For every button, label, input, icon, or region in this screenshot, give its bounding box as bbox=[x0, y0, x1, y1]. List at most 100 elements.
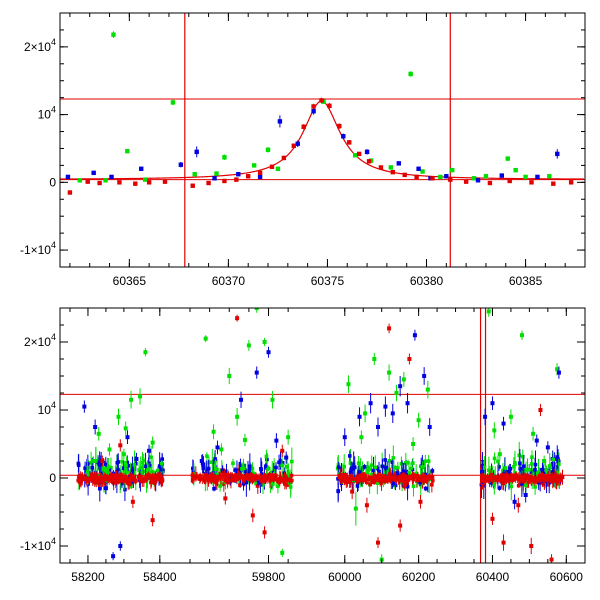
data-point bbox=[398, 523, 403, 528]
data-point bbox=[170, 100, 176, 105]
data-point bbox=[351, 477, 356, 481]
data-point bbox=[492, 456, 497, 461]
data-point bbox=[106, 465, 111, 469]
data-point bbox=[238, 483, 242, 488]
data-point bbox=[483, 414, 488, 419]
data-point bbox=[289, 473, 294, 478]
data-point bbox=[372, 357, 377, 361]
data-point bbox=[242, 437, 247, 442]
data-point bbox=[350, 489, 355, 494]
data-point bbox=[533, 485, 537, 489]
data-point bbox=[399, 461, 404, 466]
data-point bbox=[520, 454, 525, 459]
data-point bbox=[531, 431, 536, 436]
data-point bbox=[255, 484, 260, 488]
data-point bbox=[501, 540, 506, 545]
data-point bbox=[486, 477, 491, 481]
data-point bbox=[390, 411, 395, 416]
data-point bbox=[375, 466, 380, 471]
data-point bbox=[521, 474, 525, 479]
data-point bbox=[200, 461, 205, 466]
data-point bbox=[285, 464, 289, 469]
data-point bbox=[425, 387, 430, 392]
data-point bbox=[410, 473, 415, 478]
data-point bbox=[497, 452, 502, 457]
data-point bbox=[269, 164, 275, 169]
data-point bbox=[291, 143, 296, 148]
data-point bbox=[347, 140, 352, 145]
data-point bbox=[438, 174, 443, 180]
data-point bbox=[214, 480, 219, 485]
data-point bbox=[551, 457, 556, 462]
data-point bbox=[383, 458, 387, 462]
data-point bbox=[521, 464, 526, 468]
data-point bbox=[91, 170, 96, 176]
data-point bbox=[364, 149, 370, 155]
data-point bbox=[118, 544, 123, 548]
data-point bbox=[363, 473, 367, 478]
data-point bbox=[246, 174, 251, 179]
data-point bbox=[90, 473, 95, 477]
data-point bbox=[154, 477, 159, 481]
data-point bbox=[132, 462, 137, 467]
data-point bbox=[556, 457, 560, 461]
data-point bbox=[507, 478, 512, 483]
data-point bbox=[146, 180, 152, 185]
data-point bbox=[311, 109, 316, 114]
data-point bbox=[319, 98, 324, 103]
data-point bbox=[222, 472, 227, 477]
data-point bbox=[201, 476, 206, 481]
data-point bbox=[149, 470, 154, 475]
data-point bbox=[100, 459, 105, 463]
data-point bbox=[269, 475, 274, 480]
data-point bbox=[450, 167, 455, 173]
data-point bbox=[416, 418, 421, 423]
data-point bbox=[126, 463, 131, 468]
data-point bbox=[108, 473, 113, 477]
data-point bbox=[194, 149, 199, 155]
data-point bbox=[156, 474, 161, 479]
data-point bbox=[223, 496, 228, 501]
data-point bbox=[201, 466, 206, 470]
data-point bbox=[287, 483, 292, 487]
data-point bbox=[505, 473, 510, 478]
data-point bbox=[540, 473, 545, 477]
data-point bbox=[523, 174, 528, 180]
data-point bbox=[97, 460, 102, 465]
data-point bbox=[387, 459, 392, 463]
data-point bbox=[344, 476, 349, 480]
data-point bbox=[257, 475, 261, 480]
data-point bbox=[245, 473, 250, 477]
data-point bbox=[547, 477, 552, 482]
data-point bbox=[257, 170, 263, 176]
data-point bbox=[147, 448, 152, 453]
x-tick-label: 60200 bbox=[402, 570, 436, 584]
y-tick-label: 104 bbox=[38, 400, 56, 417]
data-point bbox=[341, 134, 346, 139]
top-panel-frame bbox=[59, 12, 586, 268]
data-point bbox=[420, 481, 425, 486]
data-point bbox=[414, 174, 419, 180]
data-point bbox=[518, 482, 522, 487]
data-point bbox=[146, 473, 151, 477]
data-point bbox=[427, 476, 432, 480]
data-point bbox=[402, 484, 406, 489]
data-point bbox=[123, 426, 128, 431]
data-point bbox=[390, 169, 396, 175]
data-point bbox=[284, 455, 289, 460]
data-point bbox=[89, 477, 94, 482]
data-point bbox=[144, 475, 149, 479]
data-point bbox=[98, 474, 103, 478]
x-tick-label: 60370 bbox=[212, 274, 246, 288]
data-point bbox=[369, 463, 374, 468]
y-tick-label: -1×104 bbox=[20, 240, 56, 257]
data-point bbox=[377, 469, 381, 474]
data-point bbox=[150, 440, 155, 445]
data-point bbox=[130, 499, 135, 504]
data-point bbox=[501, 421, 506, 426]
data-point bbox=[356, 475, 361, 479]
data-point bbox=[133, 479, 137, 483]
data-point bbox=[351, 466, 355, 471]
data-point bbox=[568, 180, 574, 185]
data-point bbox=[342, 464, 347, 469]
